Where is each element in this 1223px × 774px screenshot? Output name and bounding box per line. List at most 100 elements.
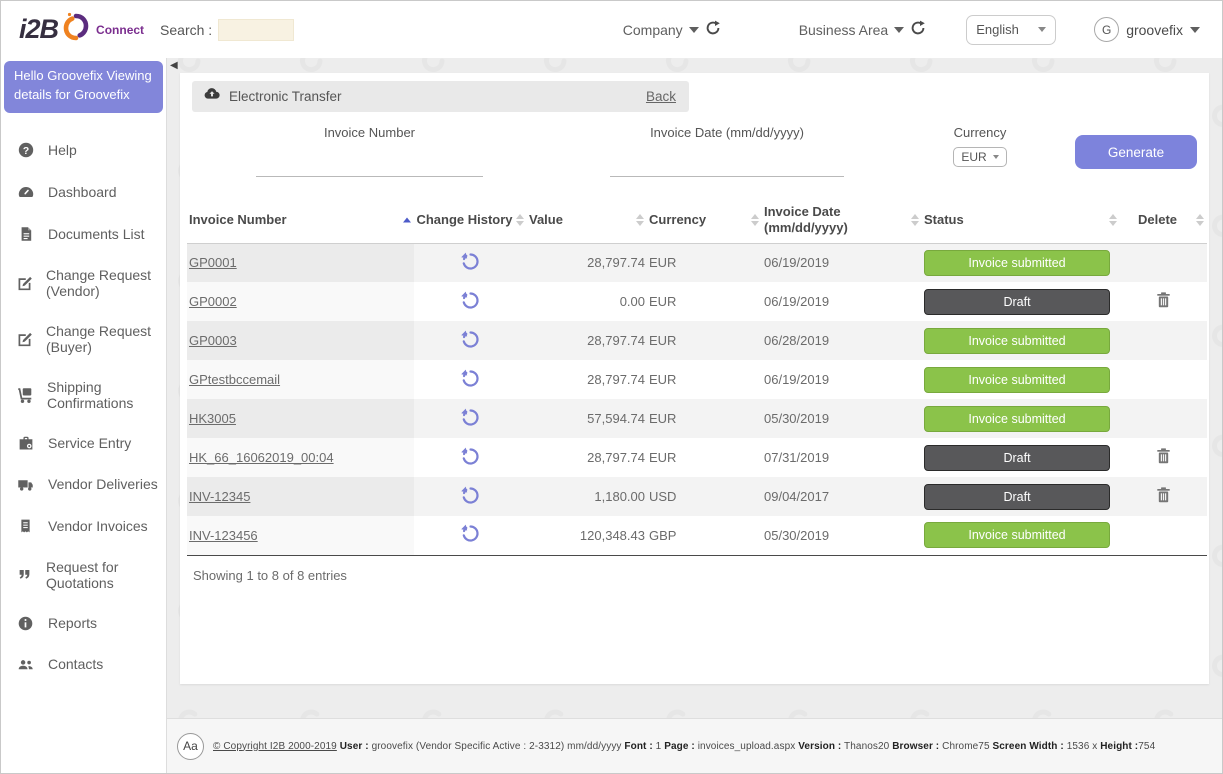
delete-invoice-button[interactable] [1156,486,1171,504]
watermark-swirl-icon [1207,101,1222,136]
company-refresh-icon[interactable] [705,20,721,39]
sidebar-item-contacts[interactable]: Contacts [1,644,166,684]
invoice-value: 28,797.74 [527,321,647,360]
status-badge[interactable]: Invoice submitted [924,367,1110,393]
sidebar-item-change-request-vendor[interactable]: Change Request (Vendor) [1,255,166,311]
content-area: ◀ Electronic Transfer Back Invoice Numbe… [167,58,1222,773]
business-area-dropdown[interactable]: Business Area [799,20,927,39]
invoice-number-link[interactable]: GP0001 [189,255,237,270]
business-area-refresh-icon[interactable] [910,20,926,39]
delete-invoice-button[interactable] [1156,447,1171,465]
invoice-number-link[interactable]: HK3005 [189,411,236,426]
sidebar-item-help[interactable]: ?Help [1,129,166,171]
invoice-date-filter: Invoice Date (mm/dd/yyyy) [610,125,844,177]
sort-icon[interactable] [636,214,644,226]
font-size-badge[interactable]: Aa [177,733,204,760]
invoice-value: 0.00 [527,282,647,321]
sidebar-item-request-for-quotations[interactable]: Request for Quotations [1,547,166,603]
logo-swirl-icon [60,11,92,48]
invoice-value: 28,797.74 [527,438,647,477]
sort-icon[interactable] [1109,214,1117,226]
status-badge[interactable]: Invoice submitted [924,250,1110,276]
sidebar-item-documents-list[interactable]: Documents List [1,213,166,255]
invoice-value: 28,797.74 [527,243,647,282]
column-header-value[interactable]: Value [527,197,647,243]
panel-titlebar: Electronic Transfer Back [192,81,689,112]
change-history-icon[interactable] [460,446,481,467]
status-badge[interactable]: Draft [924,445,1110,471]
receipt-icon [16,517,35,535]
column-header-currency[interactable]: Currency [647,197,762,243]
footer-segment: Thanos20 [841,741,892,752]
dashboard-icon [16,183,35,201]
sort-ascending-icon[interactable] [403,217,411,222]
invoice-value: 28,797.74 [527,360,647,399]
footer-segment: Screen Width : [993,741,1064,752]
status-badge[interactable]: Draft [924,289,1110,315]
column-header-invoice-date-mm-dd-yyyy[interactable]: Invoice Date (mm/dd/yyyy) [762,197,922,243]
chevron-down-icon [1190,27,1200,33]
generate-button[interactable]: Generate [1075,135,1197,169]
company-dropdown[interactable]: Company [623,20,721,39]
change-history-icon[interactable] [460,290,481,311]
invoice-number-link[interactable]: HK_66_16062019_00:04 [189,450,334,465]
sidebar-item-shipping-confirmations[interactable]: Shipping Confirmations [1,367,166,423]
sidebar-collapse-icon[interactable]: ◀ [170,60,178,71]
delete-invoice-button[interactable] [1156,291,1171,309]
footer-info-text: © Copyright I2B 2000-2019 User : groovef… [213,741,1155,752]
status-badge[interactable]: Invoice submitted [924,522,1110,548]
change-history-icon[interactable] [460,368,481,389]
invoice-date-filter-input[interactable] [610,155,844,177]
currency-filter: Currency EUR [944,125,1016,167]
sort-icon[interactable] [911,214,919,226]
user-menu[interactable]: G groovefix [1094,17,1200,42]
sort-icon[interactable] [1196,214,1204,226]
change-history-icon[interactable] [460,329,481,350]
language-select[interactable]: English [966,15,1056,45]
change-history-icon[interactable] [460,251,481,272]
invoice-number-filter-input[interactable] [256,155,483,177]
help-icon: ? [16,141,35,159]
footer-segment: Version : [798,741,841,752]
back-link[interactable]: Back [646,89,676,104]
invoice-date-filter-label: Invoice Date (mm/dd/yyyy) [610,125,844,140]
column-header-invoice-number[interactable]: Invoice Number [187,197,414,243]
invoice-number-link[interactable]: GP0003 [189,333,237,348]
status-badge[interactable]: Invoice submitted [924,406,1110,432]
sidebar-item-dashboard[interactable]: Dashboard [1,171,166,213]
sidebar-item-label: Reports [48,615,97,631]
footer-segment: 754 [1138,741,1155,752]
sort-icon[interactable] [516,214,524,226]
column-header-label: Currency [649,212,706,227]
invoice-number-link[interactable]: INV-123456 [189,528,258,543]
invoice-number-link[interactable]: GP0002 [189,294,237,309]
sidebar-item-vendor-deliveries[interactable]: Vendor Deliveries [1,464,166,505]
sidebar-item-change-request-buyer[interactable]: Change Request (Buyer) [1,311,166,367]
currency-select[interactable]: EUR [953,147,1006,167]
column-header-delete[interactable]: Delete [1120,197,1207,243]
sidebar-item-label: Service Entry [48,435,131,451]
business-area-label: Business Area [799,22,889,38]
footer-segment: groovefix (Vendor Specific Active : 2-33… [369,741,625,752]
copyright-link[interactable]: © Copyright I2B 2000-2019 [213,741,337,752]
sidebar-item-service-entry[interactable]: Service Entry [1,423,166,464]
sidebar-item-vendor-invoices[interactable]: Vendor Invoices [1,505,166,547]
logo-brand-text: i2B [19,14,58,45]
invoice-number-link[interactable]: GPtestbccemail [189,372,280,387]
column-header-status[interactable]: Status [922,197,1120,243]
sidebar-item-label: Dashboard [48,184,117,200]
sort-icon[interactable] [751,214,759,226]
sidebar-item-label: Change Request (Buyer) [46,323,166,355]
sidebar-item-reports[interactable]: Reports [1,603,166,644]
status-badge[interactable]: Draft [924,484,1110,510]
invoice-value: 120,348.43 [527,516,647,555]
change-history-icon[interactable] [460,485,481,506]
table-row: GP000328,797.74EUR06/28/2019Invoice subm… [187,321,1207,360]
search-bar: Search : [160,19,294,41]
change-history-icon[interactable] [460,523,481,544]
search-input[interactable] [218,19,294,41]
invoice-number-link[interactable]: INV-12345 [189,489,250,504]
status-badge[interactable]: Invoice submitted [924,328,1110,354]
change-history-icon[interactable] [460,407,481,428]
column-header-change-history[interactable]: Change History [414,197,527,243]
